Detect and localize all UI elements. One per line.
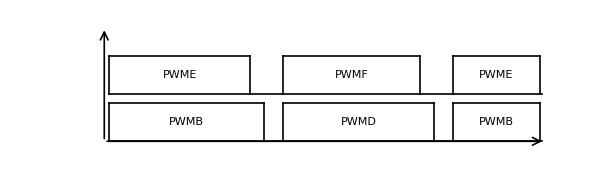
Text: PWMD: PWMD (340, 117, 377, 127)
Text: PWME: PWME (479, 70, 514, 80)
Text: PWMB: PWMB (169, 117, 204, 127)
Text: PWMF: PWMF (335, 70, 368, 80)
Text: PWME: PWME (162, 70, 197, 80)
Text: PWMB: PWMB (479, 117, 514, 127)
